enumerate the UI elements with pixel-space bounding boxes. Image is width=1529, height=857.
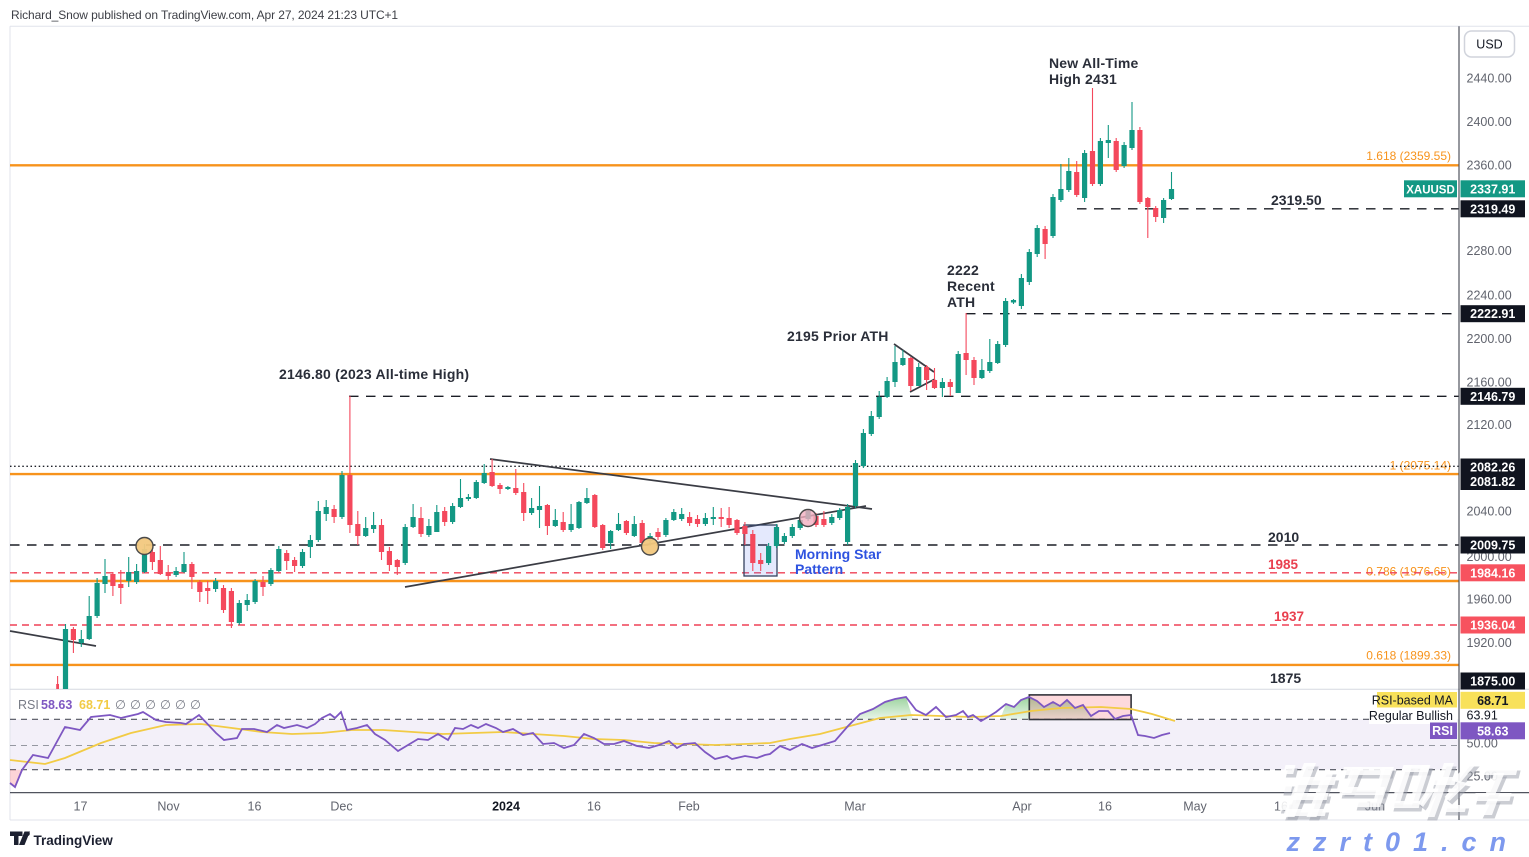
svg-text:2222.91: 2222.91 xyxy=(1470,307,1515,321)
svg-text:2146.80 (2023 All-time High): 2146.80 (2023 All-time High) xyxy=(279,366,469,382)
svg-text:∅: ∅ xyxy=(130,698,141,712)
svg-text:2240.00: 2240.00 xyxy=(1467,289,1512,303)
svg-text:1875.00: 1875.00 xyxy=(1470,675,1515,689)
svg-text:1984.16: 1984.16 xyxy=(1470,566,1515,580)
svg-text:2337.91: 2337.91 xyxy=(1470,182,1515,196)
svg-text:2319.49: 2319.49 xyxy=(1470,202,1515,216)
svg-text:1875: 1875 xyxy=(1270,670,1301,686)
svg-text:2040.00: 2040.00 xyxy=(1467,505,1512,519)
svg-text:Nov: Nov xyxy=(157,800,180,814)
svg-text:0.618 (1899.33): 0.618 (1899.33) xyxy=(1366,649,1451,663)
svg-text:∅: ∅ xyxy=(115,698,126,712)
svg-text:TradingView: TradingView xyxy=(34,833,114,848)
svg-text:1.618 (2359.55): 1.618 (2359.55) xyxy=(1366,149,1451,163)
svg-text:2280.00: 2280.00 xyxy=(1467,244,1512,258)
svg-text:RSI-based MA: RSI-based MA xyxy=(1372,694,1454,708)
svg-text:17: 17 xyxy=(74,800,88,814)
svg-text:RSI: RSI xyxy=(18,698,39,712)
svg-text:1936.04: 1936.04 xyxy=(1470,619,1515,633)
svg-text:2400.00: 2400.00 xyxy=(1467,115,1512,129)
svg-text:0.786 (1976.65): 0.786 (1976.65) xyxy=(1366,565,1451,579)
svg-text:2120.00: 2120.00 xyxy=(1467,418,1512,432)
svg-text:Richard_Snow published on Trad: Richard_Snow published on TradingView.co… xyxy=(11,8,398,22)
svg-text:May: May xyxy=(1183,800,1207,814)
svg-text:1960.00: 1960.00 xyxy=(1467,593,1512,607)
svg-text:zzrt01.cn: zzrt01.cn xyxy=(1285,827,1519,857)
svg-text:Pattern: Pattern xyxy=(795,561,843,577)
svg-text:68.71: 68.71 xyxy=(79,698,110,712)
svg-text:2200.00: 2200.00 xyxy=(1467,332,1512,346)
svg-text:2009.75: 2009.75 xyxy=(1470,539,1515,553)
svg-text:68.71: 68.71 xyxy=(1477,694,1508,708)
svg-text:2146.79: 2146.79 xyxy=(1470,390,1515,404)
svg-text:16: 16 xyxy=(248,800,262,814)
svg-text:63.91: 63.91 xyxy=(1467,709,1498,723)
svg-text:2081.82: 2081.82 xyxy=(1470,475,1515,489)
svg-text:2024: 2024 xyxy=(492,800,520,814)
svg-text:∅: ∅ xyxy=(160,698,171,712)
svg-text:2160.00: 2160.00 xyxy=(1467,375,1512,389)
svg-text:2222: 2222 xyxy=(947,262,979,278)
svg-text:2319.50: 2319.50 xyxy=(1271,192,1322,208)
svg-text:High 2431: High 2431 xyxy=(1049,71,1117,87)
svg-text:1 (2075.14): 1 (2075.14) xyxy=(1390,459,1451,473)
svg-text:∅: ∅ xyxy=(145,698,156,712)
svg-text:1985: 1985 xyxy=(1268,557,1299,572)
svg-text:2082.26: 2082.26 xyxy=(1470,461,1515,475)
svg-text:1920.00: 1920.00 xyxy=(1467,636,1512,650)
svg-text:New All-Time: New All-Time xyxy=(1049,55,1139,71)
svg-text:∅: ∅ xyxy=(175,698,186,712)
svg-text:2360.00: 2360.00 xyxy=(1467,158,1512,172)
svg-text:XAUUSD: XAUUSD xyxy=(1406,184,1455,196)
svg-text:Morning Star: Morning Star xyxy=(795,546,882,562)
svg-text:RSI: RSI xyxy=(1432,724,1453,738)
svg-text:50.00: 50.00 xyxy=(1467,737,1498,751)
svg-text:58.63: 58.63 xyxy=(41,698,72,712)
svg-text:16: 16 xyxy=(587,800,601,814)
svg-text:Dec: Dec xyxy=(330,800,352,814)
svg-text:∅: ∅ xyxy=(190,698,201,712)
svg-text:Feb: Feb xyxy=(678,800,700,814)
svg-text:Mar: Mar xyxy=(844,800,866,814)
svg-text:2440.00: 2440.00 xyxy=(1467,72,1512,86)
svg-text:ATH: ATH xyxy=(947,294,975,310)
svg-text:2195 Prior ATH: 2195 Prior ATH xyxy=(787,328,889,344)
svg-text:USD: USD xyxy=(1476,38,1502,52)
svg-text:2010: 2010 xyxy=(1268,529,1299,545)
svg-text:1937: 1937 xyxy=(1274,609,1304,624)
svg-text:Apr: Apr xyxy=(1012,800,1031,814)
svg-text:16: 16 xyxy=(1098,800,1112,814)
svg-text:Regular Bullish: Regular Bullish xyxy=(1369,709,1453,723)
svg-text:58.63: 58.63 xyxy=(1477,724,1508,738)
svg-text:Recent: Recent xyxy=(947,278,995,294)
